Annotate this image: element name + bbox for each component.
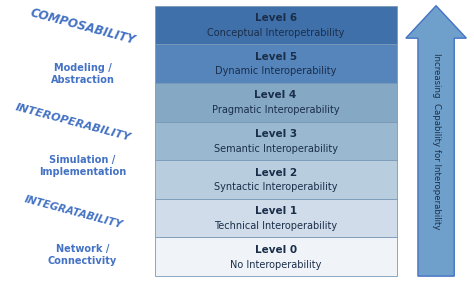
- Text: Dynamic Interoperability: Dynamic Interoperability: [215, 66, 337, 76]
- Bar: [155, 122, 397, 160]
- Text: Level 2: Level 2: [255, 167, 297, 178]
- Bar: [155, 6, 397, 44]
- Text: Pragmatic Interoperability: Pragmatic Interoperability: [212, 105, 339, 115]
- Bar: [155, 199, 397, 237]
- Text: Technical Interoperability: Technical Interoperability: [214, 221, 337, 231]
- Bar: [155, 83, 397, 122]
- Text: INTEROPERABILITY: INTEROPERABILITY: [14, 103, 132, 143]
- Text: Simulation /
Implementation: Simulation / Implementation: [39, 155, 126, 177]
- Text: No Interoperability: No Interoperability: [230, 260, 321, 269]
- Text: Semantic Interoperability: Semantic Interoperability: [214, 144, 337, 154]
- Text: Level 0: Level 0: [255, 245, 297, 255]
- Text: Level 4: Level 4: [255, 90, 297, 100]
- Text: Level 3: Level 3: [255, 129, 297, 139]
- Bar: [155, 237, 397, 276]
- Text: Modeling /
Abstraction: Modeling / Abstraction: [51, 63, 115, 85]
- Text: COMPOSABILITY: COMPOSABILITY: [28, 6, 137, 47]
- Text: Network /
Connectivity: Network / Connectivity: [48, 244, 117, 266]
- Text: Increasing  Capability for Interoperability: Increasing Capability for Interoperabili…: [432, 53, 441, 229]
- Polygon shape: [406, 6, 466, 276]
- Text: Syntactic Interoperability: Syntactic Interoperability: [214, 182, 337, 192]
- Text: Level 5: Level 5: [255, 52, 297, 62]
- Text: Level 6: Level 6: [255, 13, 297, 23]
- Text: Conceptual Interopetrability: Conceptual Interopetrability: [207, 28, 344, 38]
- Bar: [155, 160, 397, 199]
- Bar: [155, 44, 397, 83]
- Text: Level 1: Level 1: [255, 206, 297, 216]
- Text: INTEGRATABILITY: INTEGRATABILITY: [23, 194, 124, 230]
